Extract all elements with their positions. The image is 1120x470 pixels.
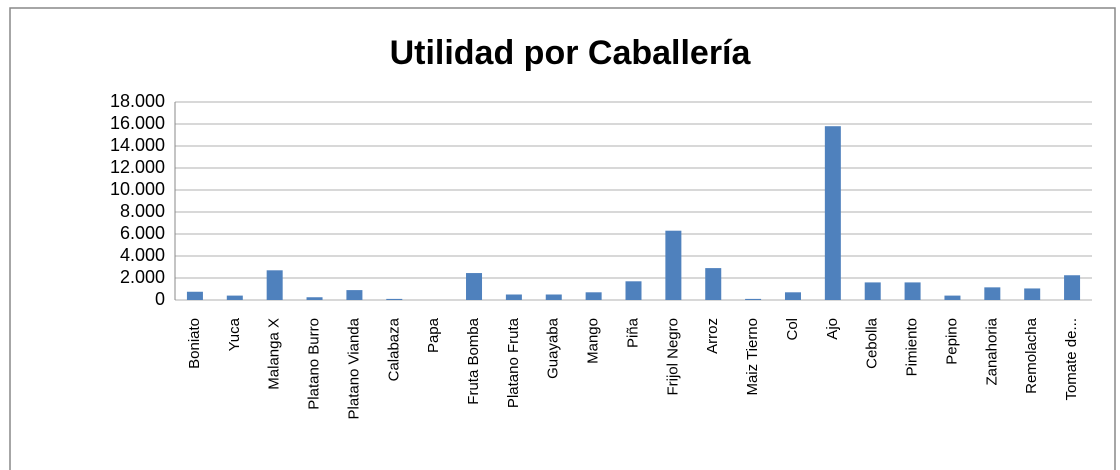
bar (466, 273, 483, 300)
y-tick-label: 18.000 (110, 91, 165, 111)
x-tick-label: Platano Burro (306, 318, 323, 410)
x-tick-label: Maiz Tierno (744, 318, 761, 396)
bar (625, 281, 642, 300)
x-tick-label: Zanahoria (983, 317, 1000, 385)
y-tick-label: 14.000 (110, 135, 165, 155)
x-tick-label: Yuca (226, 317, 243, 351)
x-tick-label: Platano Fruta (505, 317, 522, 408)
x-tick-label: Col (784, 318, 801, 341)
bar (386, 298, 403, 300)
y-tick-label: 2.000 (120, 267, 165, 287)
x-tick-label: Calabaza (385, 317, 402, 381)
y-tick-label: 0 (155, 289, 165, 309)
bar (784, 292, 801, 300)
x-tick-label: Arroz (704, 318, 721, 354)
x-tick-label: Cebolla (864, 317, 881, 369)
bar (346, 290, 363, 300)
x-tick-label: Papa (425, 317, 442, 353)
x-tick-label: Mango (585, 318, 602, 364)
bar (904, 282, 921, 300)
y-tick-label: 16.000 (110, 113, 165, 133)
chart-title: Utilidad por Caballería (390, 34, 752, 72)
bar (705, 268, 722, 300)
x-tick-label: Pepino (943, 318, 960, 365)
x-tick-label: Frijol Negro (664, 318, 681, 396)
y-tick-label: 10.000 (110, 179, 165, 199)
bar (824, 126, 841, 300)
bar (745, 298, 762, 300)
bar (1024, 288, 1041, 300)
x-tick-label: Tomate de... (1063, 318, 1080, 401)
bar (585, 292, 602, 300)
x-tick-label: Piña (624, 317, 641, 348)
bar (864, 282, 881, 300)
y-tick-label: 8.000 (120, 201, 165, 221)
y-tick-label: 12.000 (110, 157, 165, 177)
x-tick-label: Platano Vianda (345, 317, 362, 419)
bar (186, 291, 203, 300)
x-tick-label: Guayaba (545, 317, 562, 379)
bar (226, 295, 243, 300)
bar (266, 270, 283, 300)
y-tick-label: 6.000 (120, 223, 165, 243)
x-tick-label: Malanga X (266, 318, 283, 390)
x-tick-label: Remolacha (1023, 317, 1040, 394)
bar (505, 294, 522, 300)
x-tick-label: Fruta Bomba (465, 317, 482, 404)
x-tick-label: Boniato (186, 318, 203, 369)
bar (665, 230, 682, 300)
bar (306, 297, 323, 300)
bar (944, 295, 961, 300)
x-tick-label: Pimiento (904, 318, 921, 376)
bar (545, 294, 562, 300)
y-tick-label: 4.000 (120, 245, 165, 265)
bar (984, 287, 1001, 300)
x-tick-label: Ajo (824, 318, 841, 340)
chart-frame (9, 7, 1116, 470)
bar (1064, 275, 1081, 300)
